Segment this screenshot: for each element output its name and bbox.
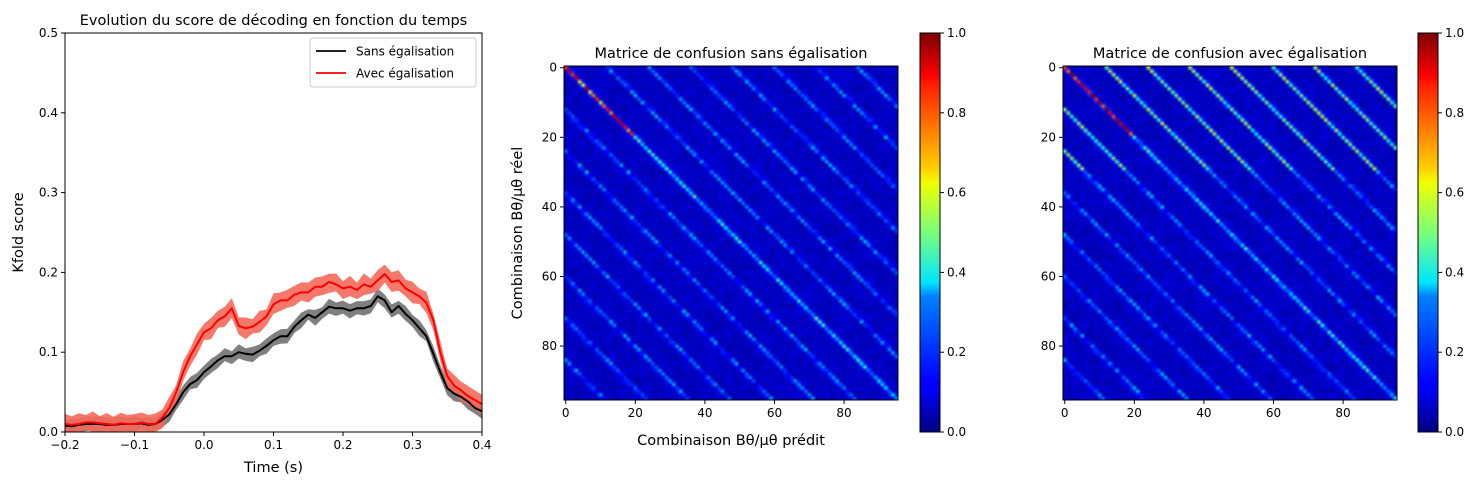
heatmap-x-tick-label: 40 [1196,406,1211,420]
heatmap-avec-panel: Matrice de confusion avec égalisation 0 2… [1041,26,1464,439]
y-tick-label: 0.1 [39,345,58,359]
heatmap-avec-y-ticks: 0 20 40 60 80 [1041,61,1063,353]
colorbar-tick-label: 0.6 [947,186,966,200]
heatmap-y-tick-label: 60 [542,269,557,283]
heatmap-y-tick-label: 80 [1041,339,1056,353]
heatmap-y-tick-label: 20 [542,130,557,144]
heatmap-avec-title: Matrice de confusion avec égalisation [1093,46,1367,62]
heatmap-y-tick-label: 60 [1041,269,1056,283]
line-chart-frame [64,32,483,433]
colorbar-tick-label: 0.8 [947,106,966,120]
x-tick-label: 0.1 [264,438,283,452]
y-tick-label: 0.2 [39,265,58,279]
colorbar-tick-label: 1.0 [1445,26,1464,40]
colorbar-avec [1418,33,1438,432]
heatmap-x-tick-label: 0 [1061,406,1069,420]
y-tick-label: 0.4 [39,106,58,120]
x-tick-label: −0.1 [120,438,149,452]
heatmap-y-tick-label: 0 [549,61,557,75]
heatmap-avec-image [1063,66,1397,400]
y-tick-label: 0.0 [39,425,58,439]
heatmap-y-tick-label: 20 [1041,130,1056,144]
colorbar-tick-label: 0.4 [1445,265,1464,279]
heatmap-x-tick-label: 80 [836,406,851,420]
x-tick-label: 0.3 [403,438,422,452]
heatmap-sans-y-ticks: 0 20 40 60 80 [542,61,564,353]
band-series-1 [65,264,482,432]
heatmap-x-tick-label: 60 [767,406,782,420]
heatmap-avec-x-ticks: 0 20 40 60 80 [1061,400,1351,420]
colorbar-tick-label: 0.6 [1445,186,1464,200]
x-tick-label: 0.4 [472,438,491,452]
x-axis-label: Time (s) [243,460,303,476]
colorbar-avec-frame [1417,32,1439,433]
heatmap-x-tick-label: 0 [562,406,570,420]
colorbar-tick-label: 0.0 [1445,425,1464,439]
line-chart-panel: Evolution du score de décoding en foncti… [11,13,492,476]
legend-label-sans: Sans égalisation [356,45,454,59]
heatmap-x-tick-label: 20 [628,406,643,420]
heatmap-x-tick-label: 20 [1127,406,1142,420]
colorbar-tick-label: 0.2 [1445,345,1464,359]
line-chart-title: Evolution du score de décoding en foncti… [80,13,467,29]
heatmap-sans-title: Matrice de confusion sans égalisation [595,46,868,62]
heatmap-sans-frame [563,65,899,401]
colorbar-tick-label: 0.2 [947,345,966,359]
heatmap-x-tick-label: 60 [1266,406,1281,420]
heatmap-sans-panel: Matrice de confusion sans égalisation 0 2… [510,26,966,449]
y-axis-label: Kfold score [11,192,27,272]
heatmap-sans-image [564,66,898,400]
colorbar-sans-frame [919,32,941,433]
colorbar-tick-label: 0.4 [947,265,966,279]
heatmap-x-tick-label: 80 [1335,406,1350,420]
heatmap-y-tick-label: 40 [1041,200,1056,214]
legend: Sans égalisation Avec égalisation [309,37,477,88]
line-series-0 [64,295,483,428]
heatmap-y-tick-label: 40 [542,200,557,214]
colorbar-avec-ticks: 0.0 0.2 0.4 0.6 0.8 1.0 [1438,26,1464,439]
y-axis-ticks: 0.0 0.1 0.2 0.3 0.4 0.5 [39,26,65,439]
x-tick-label: 0.0 [194,438,213,452]
series-lines [64,273,483,428]
colorbar-tick-label: 1.0 [947,26,966,40]
line-series-1 [64,273,483,426]
series-bands [65,264,482,432]
heatmap-y-tick-label: 80 [542,339,557,353]
heatmap-x-tick-label: 40 [697,406,712,420]
heatmap-sans-x-label: Combinaison Bθ/μθ prédit [637,433,825,449]
colorbar-tick-label: 0.0 [947,425,966,439]
heatmap-y-tick-label: 0 [1048,61,1056,75]
x-axis-ticks: −0.2 −0.1 0.0 0.1 0.2 0.3 0.4 [50,432,492,452]
heatmap-sans-x-ticks: 0 20 40 60 80 [562,400,852,420]
x-tick-label: 0.2 [333,438,352,452]
y-tick-label: 0.3 [39,186,58,200]
heatmap-sans-y-label: Combinaison Bθ/μθ réel [510,147,526,320]
colorbar-sans-ticks: 0.0 0.2 0.4 0.6 0.8 1.0 [940,26,966,439]
legend-box [309,37,477,88]
y-tick-label: 0.5 [39,26,58,40]
legend-label-avec: Avec égalisation [356,67,454,81]
x-tick-label: −0.2 [50,438,79,452]
colorbar-tick-label: 0.8 [1445,106,1464,120]
colorbar-sans [920,33,940,432]
heatmap-avec-frame [1062,65,1398,401]
